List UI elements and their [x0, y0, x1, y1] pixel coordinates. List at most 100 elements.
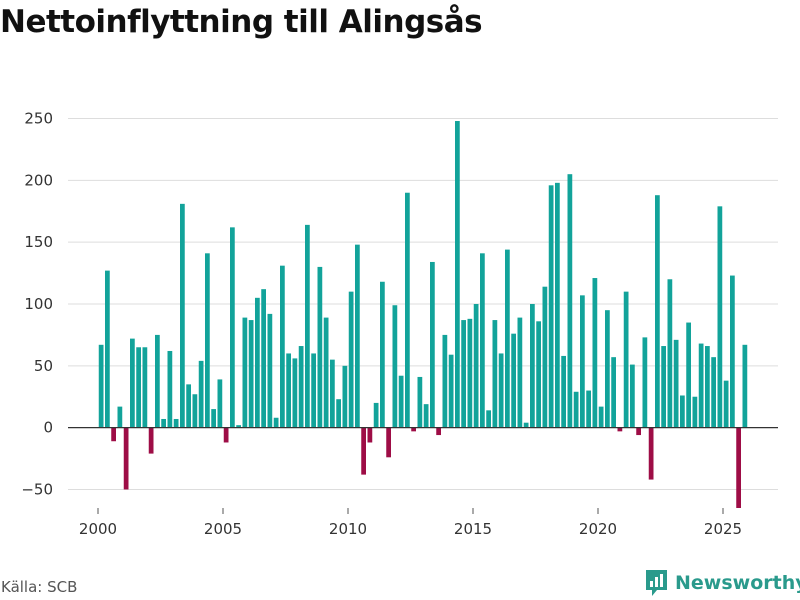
- y-tick-label: 100: [24, 295, 53, 313]
- bar: [105, 270, 110, 428]
- bar: [473, 304, 479, 428]
- bar: [711, 357, 716, 428]
- x-tick-label: 2020: [579, 520, 617, 538]
- bar: [173, 418, 179, 428]
- bar: [511, 333, 516, 428]
- bar: [655, 195, 660, 428]
- bar: [498, 353, 504, 428]
- bar: [211, 409, 216, 428]
- bar: [161, 418, 166, 428]
- bar: [611, 357, 616, 428]
- bar: [742, 344, 748, 428]
- bar: [417, 376, 423, 428]
- bar: [486, 410, 491, 428]
- bar: [442, 334, 448, 428]
- bar: [567, 174, 573, 428]
- bar: [530, 304, 535, 428]
- bar: [448, 354, 454, 428]
- bar: [336, 399, 341, 428]
- x-axis: 2000 2005 2010 2015 2020 2025: [79, 508, 742, 538]
- bar: [461, 320, 466, 428]
- bar: [411, 427, 416, 432]
- bar: [298, 346, 304, 428]
- bar: [436, 427, 441, 436]
- chart-title: Nettoinflyttning till Alingsås: [0, 4, 483, 40]
- bar: [355, 244, 360, 428]
- bar: [548, 185, 554, 428]
- bar: [342, 365, 348, 428]
- bar: [680, 395, 685, 428]
- bar: [380, 281, 385, 428]
- bar: [467, 318, 473, 428]
- bar: [148, 427, 154, 454]
- x-tick-label: 2010: [329, 520, 367, 538]
- bar: [311, 353, 316, 428]
- bar: [648, 427, 654, 480]
- y-tick-label: 50: [34, 357, 53, 375]
- bar: [367, 427, 373, 443]
- bar: [573, 391, 579, 428]
- bar: [348, 291, 354, 428]
- bar: [261, 289, 266, 428]
- bar: [286, 353, 291, 428]
- x-tick-label: 2000: [79, 520, 117, 538]
- y-tick-label: 0: [43, 419, 53, 437]
- bar: [136, 347, 141, 428]
- bar: [323, 317, 329, 428]
- source-note: Källa: SCB: [1, 578, 78, 596]
- bar: [217, 379, 223, 428]
- bar: [292, 358, 298, 428]
- bar: [273, 417, 279, 428]
- bar: [717, 206, 723, 428]
- bar: [673, 339, 679, 428]
- bar: [517, 317, 523, 428]
- bar: [267, 313, 273, 428]
- bar: [205, 253, 210, 428]
- bar: [155, 334, 160, 428]
- y-tick-label: 250: [24, 110, 53, 128]
- bar: [386, 427, 391, 458]
- bar: [167, 350, 173, 428]
- x-tick-label: 2025: [704, 520, 742, 538]
- bar: [598, 406, 604, 428]
- y-tick-label: −50: [21, 480, 53, 498]
- bar: [111, 427, 116, 442]
- bar: [180, 203, 185, 428]
- bar: [723, 380, 729, 428]
- bar: [605, 310, 610, 428]
- bar: [142, 347, 148, 428]
- bar: [330, 359, 335, 428]
- bar: [623, 291, 629, 428]
- bar: [480, 253, 485, 428]
- brand-name: Newsworthy: [675, 572, 800, 594]
- bar: [398, 375, 404, 428]
- bar: [98, 344, 104, 428]
- x-tick-label: 2015: [454, 520, 492, 538]
- bar: [698, 343, 704, 428]
- bar: [186, 384, 191, 428]
- bar: [317, 266, 323, 428]
- bar: [236, 425, 241, 428]
- bar: [373, 402, 379, 428]
- brand-logo: Newsworthy: [644, 568, 800, 598]
- bar: [130, 338, 135, 428]
- bar: [305, 224, 310, 428]
- gridlines: [68, 118, 778, 490]
- x-tick-label: 2005: [204, 520, 242, 538]
- bar: [361, 427, 366, 475]
- bar: [542, 286, 548, 428]
- bar: [630, 364, 635, 428]
- y-axis: −50 0 50 100 150 200 250: [21, 110, 53, 499]
- bar: [492, 320, 498, 428]
- bar: [586, 390, 591, 428]
- bar: [667, 279, 673, 428]
- bar: [580, 295, 585, 428]
- bar: [505, 249, 510, 428]
- bar: [430, 261, 435, 428]
- bar: [692, 396, 698, 428]
- bar: [730, 275, 735, 428]
- bar: [192, 394, 198, 428]
- y-tick-label: 150: [24, 233, 53, 251]
- bar: [536, 321, 541, 428]
